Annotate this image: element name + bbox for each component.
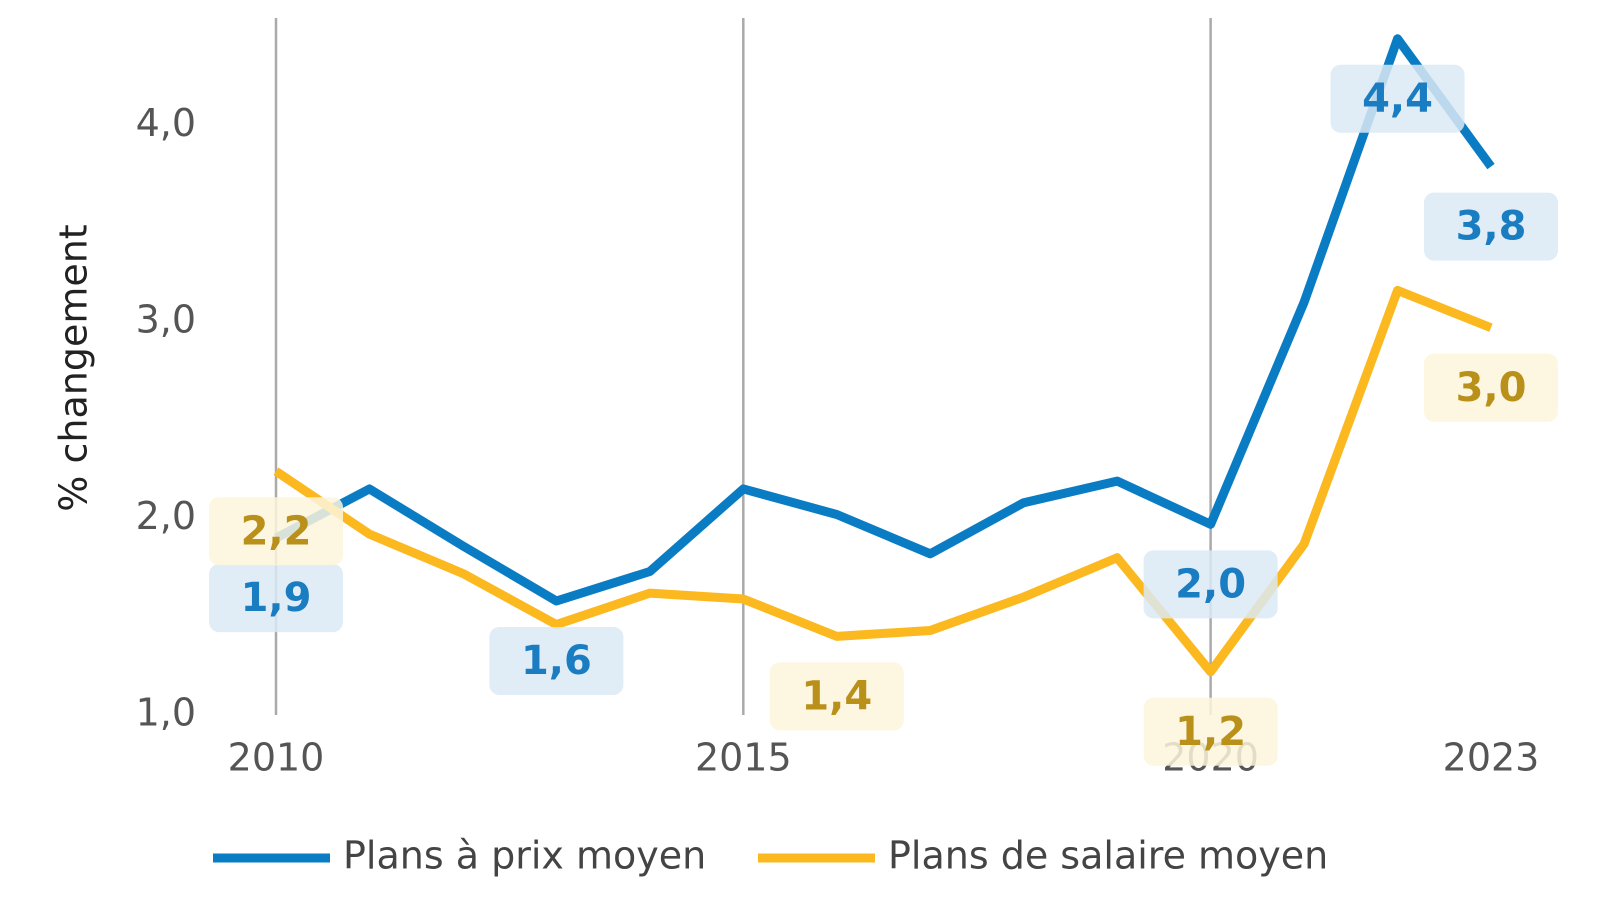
value-label: 3,0 (1424, 353, 1558, 422)
y-axis-title: % changement (52, 224, 96, 511)
y-tick-label: 1,0 (136, 691, 196, 735)
value-label: 2,0 (1143, 550, 1278, 619)
data-label: 1,9 (241, 575, 312, 621)
y-tick-label: 4,0 (136, 101, 196, 145)
x-tick-label: 2010 (228, 736, 325, 780)
value-label: 4,4 (1330, 64, 1465, 133)
label-box (1424, 192, 1558, 261)
line (273, 34, 1495, 606)
label-box (769, 662, 904, 731)
data-label: 3,0 (1456, 365, 1527, 411)
label-box (1143, 697, 1278, 766)
legend-label: Plans à prix moyen (343, 834, 706, 878)
label-box (489, 626, 624, 695)
value-label: 1,9 (209, 564, 343, 633)
label-box (1424, 353, 1558, 422)
data-label: 2,0 (1175, 561, 1246, 607)
value-label: 3,8 (1424, 192, 1558, 261)
data-label: 1,6 (521, 638, 592, 684)
value-label: 1,2 (1143, 697, 1278, 766)
label-box (209, 497, 343, 566)
value-label: 2,2 (209, 497, 343, 566)
data-label: 1,2 (1175, 709, 1246, 755)
data-label: 1,4 (801, 673, 872, 719)
legend-label: Plans de salaire moyen (888, 834, 1328, 878)
data-label: 4,4 (1362, 76, 1433, 122)
data-label: 3,8 (1456, 204, 1527, 250)
label-box (1330, 64, 1465, 133)
y-tick-label: 2,0 (136, 494, 196, 538)
label-box (209, 564, 343, 633)
line (273, 285, 1493, 677)
x-tick-label: 2015 (695, 736, 792, 780)
x-tick-label: 2023 (1443, 736, 1540, 780)
data-label: 2,2 (241, 508, 312, 554)
y-tick-label: 3,0 (136, 297, 196, 341)
value-label: 1,4 (769, 662, 904, 731)
label-box (1143, 550, 1278, 619)
value-label: 1,6 (489, 626, 624, 695)
